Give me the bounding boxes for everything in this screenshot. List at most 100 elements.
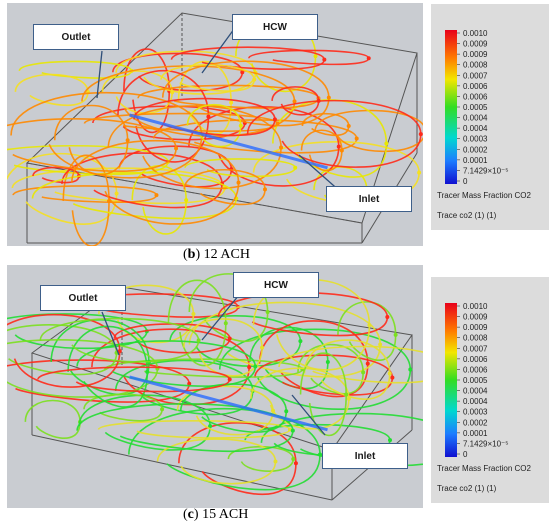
streamline (156, 438, 277, 485)
legend-tick-label: 0.0002 (463, 418, 488, 427)
inlet-jet (129, 113, 328, 170)
streamline-marker (284, 409, 289, 414)
streamline-marker (393, 332, 398, 337)
streamline-marker (187, 381, 192, 386)
inlet-jet (129, 375, 328, 432)
streamline (278, 345, 423, 384)
hcw-label: HCW (233, 272, 319, 298)
streamline-marker (191, 312, 196, 317)
legend-tick-label: 0.0001 (463, 429, 488, 438)
streamline (12, 185, 158, 204)
color-legend: 0.0010 0.0009 0.0009 0.0008 0.0007 0.0006 0.00… (431, 4, 549, 230)
streamline-marker (238, 123, 243, 128)
streamline-marker (322, 57, 327, 62)
streamline-marker (260, 345, 265, 350)
streamline-marker (229, 100, 234, 105)
streamline (258, 320, 369, 398)
streamline-marker (272, 117, 277, 122)
legend-tick-label: 0.0005 (463, 103, 488, 112)
legend-tick-label: 0.0004 (463, 387, 488, 396)
legend-tick-label: 7.1429×10⁻⁵ (463, 439, 509, 448)
legend-tick-label: 0.0008 (463, 334, 488, 343)
streamline-marker (326, 95, 331, 100)
streamline-marker (279, 145, 284, 150)
legend-tick-label: 0.0005 (463, 376, 488, 385)
streamline-marker (125, 138, 130, 143)
legend-tick-label: 0.0006 (463, 365, 488, 374)
streamline-marker (293, 165, 298, 170)
streamline (227, 445, 295, 472)
legend-tick-label: 0.0009 (463, 50, 488, 59)
legend-tick-label: 0.0004 (463, 124, 488, 133)
streamline-marker (417, 170, 422, 175)
streamline-marker (293, 461, 298, 466)
streamline-marker (384, 141, 389, 146)
streamline-marker (313, 54, 318, 59)
streamline-marker (247, 365, 252, 370)
outlet-label: Outlet (40, 285, 126, 311)
legend-tick-label: 0.0009 (463, 323, 488, 332)
hcw-label: HCW (232, 14, 318, 40)
streamline (14, 73, 89, 107)
legend-tick-label: 0.0004 (463, 397, 488, 406)
panel-caption: (b) 12 ACH (183, 247, 250, 262)
caption-letter: c (187, 507, 194, 522)
legend-subtitle: Trace co2 (1) (1) (437, 211, 497, 220)
streamline-marker (223, 321, 228, 326)
streamline-marker (365, 361, 370, 366)
legend-subtitle: Trace co2 (1) (1) (437, 484, 497, 493)
legend-svg: 0.00100.00090.00090.00080.00070.00060.00… (437, 302, 531, 493)
streamline-marker (378, 342, 383, 347)
legend-tick-label: 0.0009 (463, 40, 488, 49)
streamline-marker (154, 193, 159, 198)
legend-tick-label: 0.0006 (463, 355, 488, 364)
streamline-marker (117, 349, 122, 354)
streamline (314, 109, 423, 153)
streamline-marker (227, 377, 232, 382)
panel-12-ach: Outlet HCW Inlet 0.0010 0.0009 0.0009 0.000… (7, 3, 549, 262)
streamline (272, 99, 388, 178)
legend-tick-label: 0.0006 (463, 82, 488, 91)
streamline-marker (298, 339, 303, 344)
streamline-marker (385, 314, 390, 319)
legend-tick-label: 0.0010 (463, 29, 488, 38)
inlet-label: Inlet (326, 186, 412, 212)
legend-title: Tracer Mass Fraction CO2 (437, 191, 531, 200)
streamline-marker (253, 364, 258, 369)
streamline-marker (290, 428, 295, 433)
streamline-marker (361, 370, 366, 375)
legend-tick-label: 0.0010 (463, 302, 488, 311)
legend-title: Tracer Mass Fraction CO2 (437, 464, 531, 473)
caption-text: 15 ACH (202, 507, 249, 522)
streamline-marker (265, 309, 270, 314)
streamline-marker (184, 198, 189, 203)
streamline-marker (160, 407, 165, 412)
legend-tick-label: 0.0008 (463, 61, 488, 70)
streamline-marker (354, 136, 359, 141)
streamline-marker (252, 77, 257, 82)
streamline-marker (292, 99, 297, 104)
legend-tick-label: 0.0007 (463, 71, 488, 80)
streamline-marker (114, 191, 119, 196)
room-streamlines (7, 12, 423, 246)
streamline-marker (196, 338, 201, 343)
legend-tick-label: 0.0003 (463, 408, 488, 417)
streamline-marker (390, 375, 395, 380)
streamline-marker (206, 114, 211, 119)
legend-tick-label: 7.1429×10⁻⁵ (463, 166, 509, 175)
outlet-label: Outlet (33, 24, 119, 50)
streamline-marker (317, 452, 322, 457)
panel-15-ach: Outlet HCW Inlet 0.0010 0.0009 0.0009 0.000… (0, 263, 550, 526)
streamline-marker (270, 408, 275, 413)
streamline-marker (145, 369, 150, 374)
streamline-marker (236, 180, 241, 185)
legend-tick-label: 0.0002 (463, 145, 488, 154)
legend-tick-label: 0.0001 (463, 156, 488, 165)
caption-letter: b (187, 247, 196, 262)
panel-caption: (c) 15 ACH (183, 507, 249, 522)
streamline-marker (174, 146, 179, 151)
streamline-marker (339, 148, 344, 153)
streamline-marker (275, 121, 280, 126)
streamline (184, 158, 297, 178)
